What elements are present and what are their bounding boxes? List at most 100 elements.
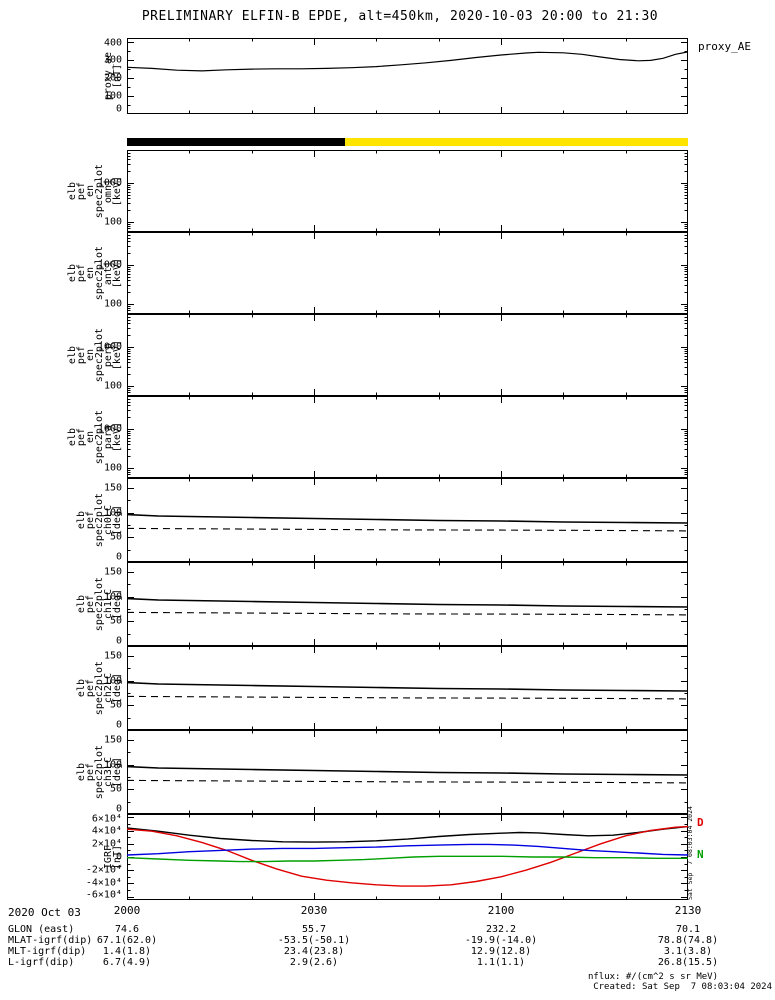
panel-border (127, 150, 688, 232)
footer-value: 232.2 (485, 924, 517, 935)
y-tick-label: 100 (103, 380, 122, 392)
axis-ticks (127, 730, 688, 814)
proxy_ae-plot (127, 38, 688, 114)
spec_para-plot (127, 396, 688, 478)
y-tick-label: -6×10⁴ (85, 889, 122, 901)
y-tick-label: 2×10⁴ (91, 838, 122, 850)
y-tick-label: 50 (109, 699, 122, 711)
axis-ticks (127, 314, 688, 396)
y-tick-label: 50 (109, 783, 122, 795)
y-tick-label: 1000 (97, 423, 122, 435)
created-timestamp: Created: Sat Sep 7 08:03:04 2024 (593, 982, 772, 992)
axis-ticks (127, 38, 688, 114)
footer-row-label: MLAT-igrf(dip) (8, 935, 93, 946)
y-tick-label: 400 (103, 37, 122, 49)
y-tick-label: -4×10⁴ (85, 877, 122, 889)
ch3lc-anti_loss_cone-line (127, 779, 688, 784)
axis-ticks (127, 150, 688, 232)
proxy_ae-proxy_ae-line (127, 51, 688, 72)
panel-border (127, 730, 688, 814)
footer-value: 55.7 (301, 924, 327, 935)
footer-value: 23.4(23.8) (283, 946, 345, 957)
ch0lc-loss_cone-line (127, 513, 688, 524)
footer-value: 74.6 (114, 924, 140, 935)
igrf-btotal-line (127, 825, 688, 843)
axis-ticks (127, 232, 688, 314)
y-tick-label: 150 (103, 566, 122, 578)
igrf-legend-N: N (697, 848, 704, 861)
panel-border (127, 314, 688, 396)
axis-ticks (127, 396, 688, 478)
y-tick-label: 100 (103, 298, 122, 310)
footer-value: 67.1(62.0) (96, 935, 158, 946)
x-tick-label: 2000 (113, 904, 141, 917)
ch1lc-loss_cone-line (127, 597, 688, 608)
y-tick-label: 1000 (97, 341, 122, 353)
y-tick-label: 100 (103, 90, 122, 102)
y-tick-label: 100 (103, 759, 122, 771)
y-tick-label: -2×10⁴ (85, 864, 122, 876)
footer-value: 70.1 (675, 924, 701, 935)
y-tick-label: 100 (103, 462, 122, 474)
axis-ticks (127, 646, 688, 730)
position-bar-segment (345, 138, 688, 146)
y-tick-label: 300 (103, 54, 122, 66)
spec_omni-plot (127, 150, 688, 232)
y-tick-label: 100 (103, 216, 122, 228)
igrf-legend-D: D (697, 816, 704, 829)
page-title: PRELIMINARY ELFIN-B EPDE, alt=450km, 202… (141, 9, 659, 24)
side-timestamp: Sat Sep 7 08:03:04 2024 (686, 806, 694, 900)
footer-value: 2.9(2.6) (289, 957, 339, 968)
footer-value: 78.8(74.8) (657, 935, 719, 946)
igrf-igrf_d-line (127, 825, 688, 887)
position-bar-segment (127, 138, 346, 146)
ch2lc-loss_cone-line (127, 681, 688, 692)
y-tick-label: 4×10⁴ (91, 825, 122, 837)
igrf-igrf_n-line (127, 843, 688, 856)
footer-value: 26.8(15.5) (657, 957, 719, 968)
y-tick-label: 1000 (97, 177, 122, 189)
y-tick-label: 150 (103, 482, 122, 494)
y-tick-label: 100 (103, 591, 122, 603)
ch3lc-loss_cone-line (127, 765, 688, 776)
axis-ticks (127, 478, 688, 562)
y-tick-label: 150 (103, 650, 122, 662)
panel-border (127, 38, 688, 114)
footer-value: -19.9(-14.0) (464, 935, 538, 946)
y-tick-label: 0 (115, 851, 122, 863)
y-tick-label: 50 (109, 531, 122, 543)
y-tick-label: 0 (115, 635, 122, 647)
ch1lc-plot (127, 562, 688, 646)
spec_anti-plot (127, 232, 688, 314)
footer-row-label: L-igrf(dip) (8, 957, 75, 968)
ch3lc-plot (127, 730, 688, 814)
footer-value: 1.4(1.8) (102, 946, 152, 957)
igrf-igrf_e-line (127, 855, 688, 863)
panel-border (127, 646, 688, 730)
y-tick-label: 0 (115, 103, 122, 115)
x-axis-date-label: 2020 Oct 03 (8, 906, 81, 919)
ch2lc-plot (127, 646, 688, 730)
y-tick-label: 200 (103, 72, 122, 84)
proxy-ae-panel-label: proxy_AE (698, 40, 751, 53)
y-tick-label: 0 (115, 551, 122, 563)
footer-value: 1.1(1.1) (476, 957, 526, 968)
spec_perp-plot (127, 314, 688, 396)
ch0lc-anti_loss_cone-line (127, 527, 688, 532)
igrf-plot (127, 814, 688, 900)
orbit-position-bar (127, 138, 688, 146)
y-tick-label: 0 (115, 719, 122, 731)
y-tick-label: 50 (109, 615, 122, 627)
y-tick-label: 100 (103, 507, 122, 519)
x-tick-label: 2100 (487, 904, 515, 917)
panel-border (127, 478, 688, 562)
y-tick-label: 150 (103, 734, 122, 746)
footer-value: 12.9(12.8) (470, 946, 532, 957)
footer-value: 6.7(4.9) (102, 957, 152, 968)
panel-border (127, 396, 688, 478)
footer-row-label: MLT-igrf(dip) (8, 946, 87, 957)
nflux-units-note: nflux: #/(cm^2 s sr MeV) (587, 972, 718, 982)
axis-ticks (127, 562, 688, 646)
footer-value: -53.5(-50.1) (277, 935, 351, 946)
